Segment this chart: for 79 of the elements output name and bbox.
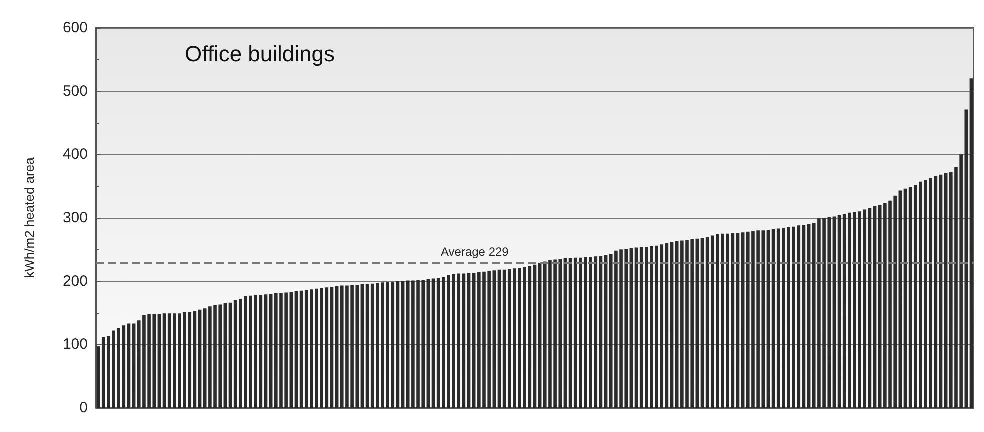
bar (970, 78, 974, 408)
bar (127, 324, 131, 408)
bar (325, 288, 329, 408)
bar (533, 264, 537, 408)
bar (842, 214, 846, 408)
bar (604, 255, 608, 408)
bar (360, 284, 364, 408)
bar (96, 346, 100, 408)
bar (234, 300, 238, 408)
bar (502, 270, 506, 408)
bar (772, 229, 776, 408)
ref-line-label: Average 229 (441, 244, 510, 259)
bar (630, 248, 634, 408)
bar (132, 324, 136, 408)
y-tick-label: 200 (62, 272, 88, 290)
bar (564, 258, 568, 408)
bar (269, 294, 273, 408)
bar (426, 279, 430, 408)
bar (462, 274, 466, 408)
bar (198, 310, 202, 408)
bar (259, 295, 263, 408)
bar (264, 294, 268, 408)
bar (224, 304, 228, 408)
y-axis-title: kWh/m2 heated area (22, 156, 37, 278)
bar (401, 281, 405, 408)
bar (868, 208, 872, 408)
bar (568, 258, 572, 408)
bar (731, 233, 735, 408)
y-tick-label: 100 (62, 336, 88, 354)
bar (944, 173, 948, 408)
bar (741, 232, 745, 408)
bar (838, 215, 842, 408)
text: Office buildings (185, 42, 336, 66)
bar (766, 230, 770, 408)
bar (335, 286, 339, 408)
bar (472, 273, 476, 408)
bar (706, 237, 710, 408)
bar (330, 287, 334, 408)
bar (696, 238, 700, 408)
bar (370, 284, 374, 408)
bar (832, 216, 836, 408)
bar (538, 262, 542, 408)
bar (294, 291, 298, 408)
bar (122, 326, 126, 408)
bar (670, 242, 674, 408)
bar (665, 243, 669, 408)
bar (634, 248, 638, 408)
bar (898, 190, 902, 408)
bar (228, 302, 232, 408)
bar (498, 270, 502, 408)
y-tick-label: 400 (62, 146, 88, 164)
bar (934, 176, 938, 408)
y-tick-label: 500 (62, 82, 88, 100)
bar (396, 281, 400, 408)
bar (904, 188, 908, 408)
y-tick-label: 600 (62, 20, 88, 36)
bar (599, 256, 603, 408)
bar (162, 314, 166, 408)
bar (640, 247, 644, 408)
bar (432, 278, 436, 408)
bar (158, 314, 162, 408)
bar (802, 224, 806, 408)
bar (300, 290, 304, 408)
y-tick-label: 300 (62, 210, 88, 226)
bar (908, 186, 912, 408)
bar (193, 311, 197, 408)
bar (939, 174, 943, 408)
bar (736, 233, 740, 408)
bar (528, 266, 532, 408)
bar (797, 226, 801, 408)
bar (807, 224, 811, 408)
bar (700, 238, 704, 408)
bar (366, 284, 370, 408)
bar (467, 273, 471, 408)
bar (594, 256, 598, 408)
bar (436, 278, 440, 408)
y-tick-label: 0 (80, 400, 88, 416)
bar (873, 206, 877, 408)
bar (168, 314, 172, 408)
